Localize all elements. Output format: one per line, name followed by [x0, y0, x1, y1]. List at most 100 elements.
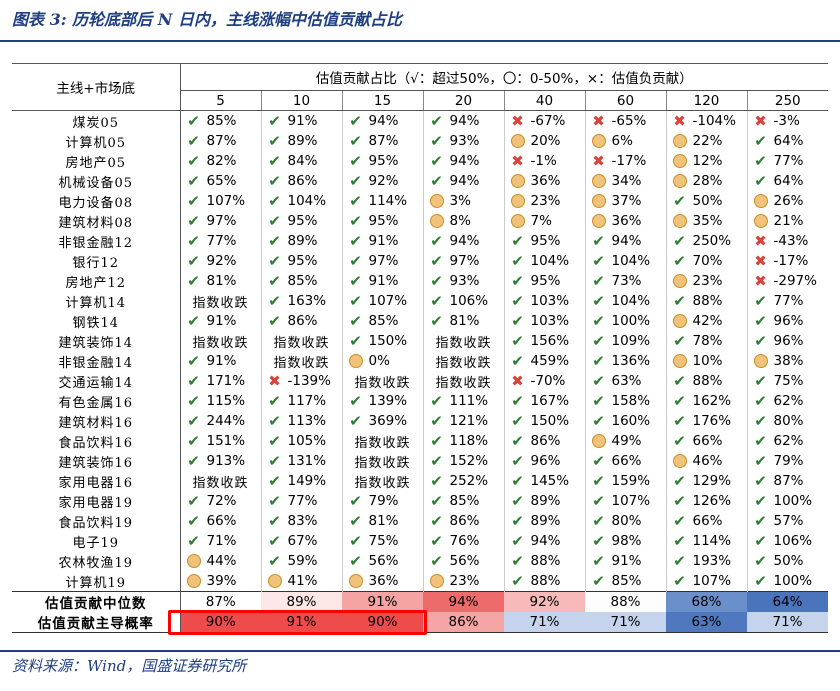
cell-value: 91% — [611, 553, 642, 569]
cell-value: 36% — [530, 173, 561, 189]
cell-value: 指数收跌 — [354, 475, 411, 491]
table-row: 食品饮料16 ✔ 151% ✔ 105% 指数收跌 ✔ 118% ✔ 86% 49% ✔ 66% ✔ 62% — [12, 431, 829, 451]
circle-icon — [752, 353, 770, 369]
table-cell: ✔ 103% — [503, 311, 585, 331]
check-icon: ✔ — [187, 512, 200, 530]
cell-value: 64% — [773, 133, 804, 149]
table-header-title: 估值贡献占比（√：超过50%，〇：0-50%，×：估值负贡献） — [180, 63, 829, 91]
check-icon: ✔ — [430, 432, 443, 450]
table-cell: ✔ 95% — [503, 231, 585, 251]
row-label: 电子19 — [12, 531, 181, 551]
check-icon: ✔ — [268, 312, 281, 330]
table-cell: 指数收跌 — [341, 451, 423, 471]
check-icon: ✔ — [430, 492, 443, 510]
table-cell: 指数收跌 — [179, 471, 261, 491]
table-cell: ✔ 156% — [503, 331, 585, 351]
cell-value: 94% — [368, 113, 399, 129]
check-icon: ✔ — [430, 532, 443, 550]
check-icon: ✔ — [430, 392, 443, 410]
summary-row: 估值贡献中位数 87% 89% 91% 94% 92% 88% 68% 64% — [12, 591, 829, 612]
check-icon: ✔ — [187, 112, 200, 130]
cell-value: 指数收跌 — [192, 295, 249, 311]
cell-value: 98% — [611, 533, 642, 549]
table-cell: ✔ 82% — [179, 151, 261, 171]
column-header: 5 — [179, 90, 261, 111]
circle-icon — [428, 193, 446, 209]
table-row: 电力设备08 ✔ 107% ✔ 104% ✔ 114% 3% 23% 37% ✔ 50% 26% — [12, 191, 829, 211]
table-cell: ✔ 66% — [665, 431, 747, 451]
check-icon: ✔ — [430, 452, 443, 470]
cell-value: 77% — [773, 293, 804, 309]
check-icon: ✔ — [511, 312, 524, 330]
table-cell: 7% — [503, 211, 585, 231]
cell-value: -139% — [287, 373, 331, 389]
column-header: 120 — [665, 90, 747, 111]
table-cell: ✔ 87% — [746, 471, 829, 491]
table-cell: ✔ 89% — [503, 511, 585, 531]
check-icon: ✔ — [268, 452, 281, 470]
check-icon: ✔ — [349, 412, 362, 430]
check-icon: ✔ — [673, 572, 686, 590]
check-icon: ✔ — [511, 472, 524, 490]
table-cell: 36% — [503, 171, 585, 191]
cell-value: 103% — [530, 313, 570, 329]
check-icon: ✔ — [592, 492, 605, 510]
circle-icon — [671, 213, 689, 229]
table-cell: ✔ 64% — [746, 171, 829, 191]
cell-value: 369% — [368, 413, 408, 429]
table-cell: ✔ 96% — [503, 451, 585, 471]
table-cell: ✔ 85% — [179, 110, 261, 131]
table-cell: ✔ 86% — [422, 511, 504, 531]
check-icon: ✔ — [187, 532, 200, 550]
check-icon: ✔ — [754, 512, 767, 530]
check-icon: ✔ — [268, 132, 281, 150]
table-cell: ✔ 56% — [422, 551, 504, 571]
table-row: 计算机14 指数收跌 ✔ 163% ✔ 107% ✔ 106% ✔ 103% ✔ 104% ✔ 88% ✔ 7… — [12, 291, 829, 311]
table-cell: ✔ 118% — [422, 431, 504, 451]
cell-value: 36% — [611, 213, 642, 229]
table-cell: ✔ 107% — [341, 291, 423, 311]
table-cell: ✔ 151% — [179, 431, 261, 451]
check-icon: ✔ — [754, 472, 767, 490]
check-icon: ✔ — [349, 172, 362, 190]
table-cell: ✔ 89% — [260, 231, 342, 251]
summary-cell: 94% — [423, 591, 504, 612]
cell-value: 71% — [206, 533, 237, 549]
table-cell: 12% — [665, 151, 747, 171]
cell-value: 85% — [449, 493, 480, 509]
cell-value: -65% — [611, 113, 647, 129]
table-cell: 指数收跌 — [260, 351, 342, 371]
check-icon: ✔ — [673, 472, 686, 490]
check-icon: ✔ — [187, 352, 200, 370]
summary-cell: 92% — [504, 591, 585, 612]
circle-icon — [671, 353, 689, 369]
table-cell: 指数收跌 — [341, 371, 423, 391]
circle-icon — [590, 173, 608, 189]
cell-value: 95% — [530, 273, 561, 289]
table-cell: ✔ 93% — [422, 131, 504, 151]
check-icon: ✔ — [268, 212, 281, 230]
cell-value: 8% — [449, 213, 471, 229]
cell-value: 171% — [206, 373, 246, 389]
table-cell: ✔ 459% — [503, 351, 585, 371]
check-icon: ✔ — [673, 512, 686, 530]
cell-value: 459% — [530, 353, 570, 369]
check-icon: ✔ — [592, 552, 605, 570]
table-cell: ✔ 86% — [260, 311, 342, 331]
source-rule — [0, 650, 840, 652]
check-icon: ✔ — [754, 392, 767, 410]
cell-value: 136% — [611, 353, 651, 369]
check-icon: ✔ — [268, 252, 281, 270]
check-icon: ✔ — [187, 272, 200, 290]
table-cell: ✔ 114% — [665, 531, 747, 551]
cell-value: 150% — [368, 333, 408, 349]
cell-value: 44% — [206, 553, 237, 569]
check-icon: ✔ — [754, 292, 767, 310]
cell-value: 89% — [287, 233, 318, 249]
check-icon: ✔ — [268, 392, 281, 410]
circle-icon — [671, 153, 689, 169]
table-cell: ✔ 92% — [341, 171, 423, 191]
cell-value: 96% — [773, 313, 804, 329]
check-icon: ✔ — [592, 452, 605, 470]
check-icon: ✔ — [187, 212, 200, 230]
